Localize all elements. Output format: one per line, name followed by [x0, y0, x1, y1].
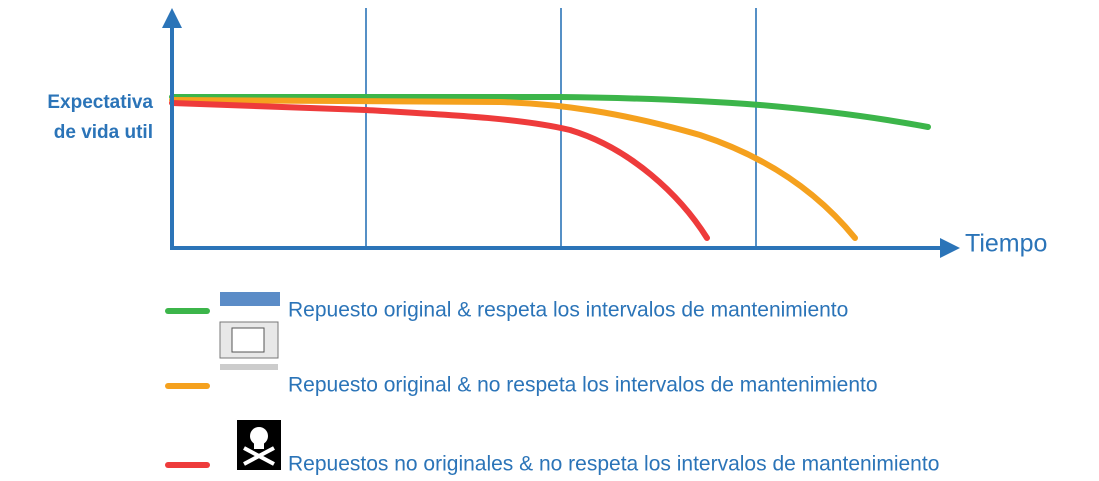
- curve: [169, 100, 710, 241]
- arrow: [162, 8, 182, 28]
- y-axis-label: de vida util: [54, 122, 153, 143]
- legend-label: Repuesto original & respeta los interval…: [288, 299, 848, 322]
- legend-label: Repuesto original & no respeta los inter…: [288, 374, 878, 397]
- curve: [169, 97, 858, 241]
- skull-icon: [237, 420, 281, 470]
- curve: [169, 94, 931, 130]
- legend-label: Repuestos no originales & no respeta los…: [288, 453, 939, 476]
- x-axis-label: Tiempo: [965, 230, 1047, 258]
- arrow: [940, 238, 960, 258]
- axes: [170, 20, 945, 250]
- y-axis-label: Expectativa: [47, 92, 153, 113]
- original-part-icon: [219, 292, 280, 370]
